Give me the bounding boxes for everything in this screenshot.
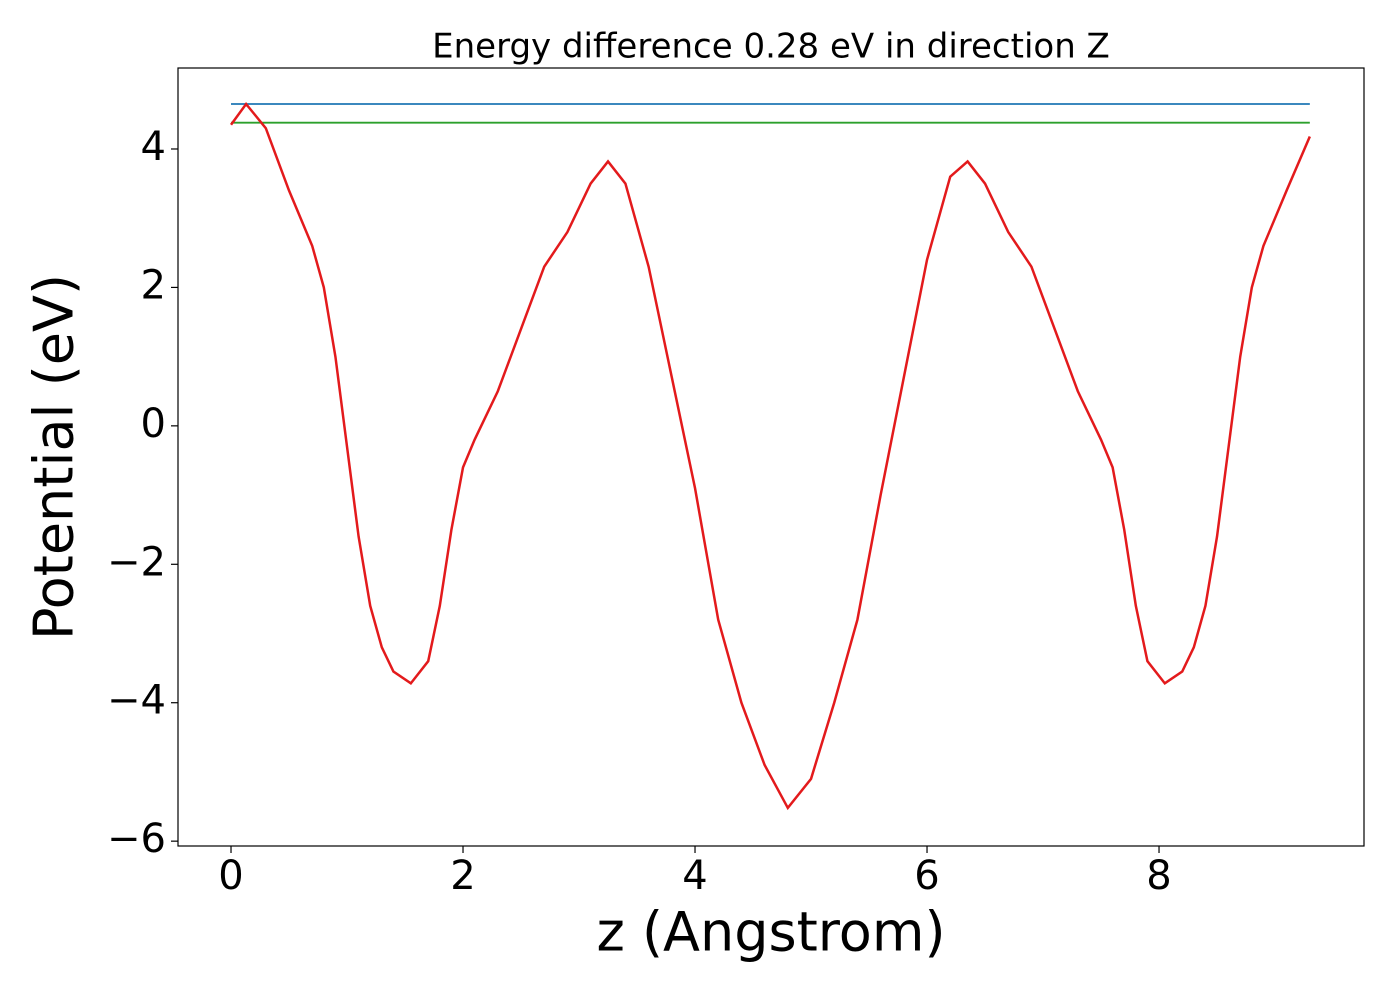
y-axis-label: Potential (eV) [23, 274, 86, 640]
x-tick-label: 4 [682, 853, 707, 899]
x-tick-label: 2 [450, 853, 475, 899]
y-tick-label: −4 [107, 678, 166, 724]
x-tick-label: 0 [218, 853, 243, 899]
chart-title: Energy difference 0.28 eV in direction Z [432, 27, 1110, 67]
y-tick-label: 4 [141, 124, 166, 170]
y-tick-label: −2 [107, 539, 166, 585]
series-line [230, 101, 1311, 811]
x-tick-label: 8 [1146, 853, 1171, 899]
x-axis-label: z (Angstrom) [596, 901, 945, 964]
plot-frame [177, 67, 1365, 847]
y-tick-label: 2 [141, 262, 166, 308]
y-tick-label: 0 [141, 401, 166, 447]
x-tick-label: 6 [914, 853, 939, 899]
y-tick-label: −6 [107, 816, 166, 862]
